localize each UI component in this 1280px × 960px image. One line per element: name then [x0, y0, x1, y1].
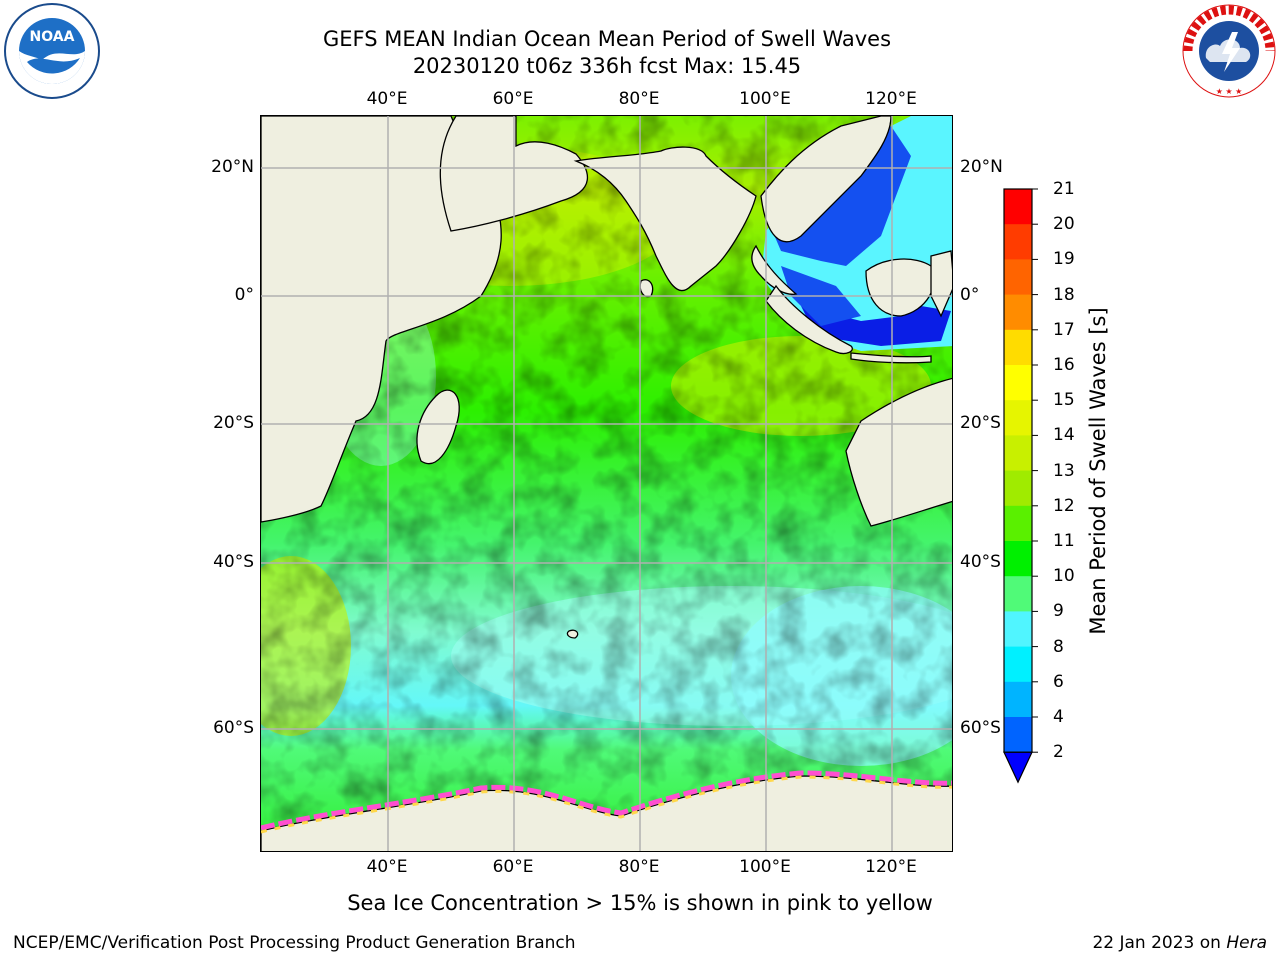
colorbar-title: Mean Period of Swell Waves [s]	[1086, 307, 1110, 635]
lon-tick-bottom: 120°E	[865, 857, 917, 877]
colorbar-segment	[1004, 400, 1032, 436]
lon-tick-top: 100°E	[739, 89, 791, 109]
colorbar-segment	[1004, 329, 1032, 366]
lat-tick-left: 0°	[234, 285, 254, 305]
colorbar-segment	[1004, 717, 1032, 753]
footer-date-text: 22 Jan 2023 on	[1092, 933, 1227, 953]
colorbar-tick-label: 8	[1053, 636, 1064, 657]
colorbar-segment	[1004, 576, 1032, 612]
nws-logo-icon: ★ ★ ★	[1182, 4, 1276, 98]
chart-subtitle: 20230120 t06z 336h fcst Max: 15.45	[412, 54, 802, 78]
colorbar-tick-label: 17	[1053, 319, 1075, 340]
lon-tick-bottom: 40°E	[366, 857, 408, 877]
lat-tick-right: 60°S	[960, 718, 1001, 738]
svg-text:★ ★ ★: ★ ★ ★	[1216, 87, 1243, 96]
colorbar-segment	[1004, 470, 1032, 507]
colorbar-segment	[1004, 681, 1032, 718]
colorbar-segment	[1004, 224, 1032, 260]
colorbar-segment	[1004, 611, 1032, 648]
colorbar-tick-label: 2	[1053, 742, 1064, 763]
lat-tick-right: 20°S	[960, 413, 1001, 433]
colorbar-tick-label: 21	[1053, 179, 1075, 199]
colorbar-segment	[1004, 189, 1032, 225]
colorbar-tick-label: 18	[1053, 284, 1075, 305]
lon-tick-bottom: 100°E	[739, 857, 791, 877]
lat-tick-right: 0°	[960, 285, 980, 305]
colorbar-segment	[1004, 505, 1032, 542]
chart-title: GEFS MEAN Indian Ocean Mean Period of Sw…	[322, 27, 892, 51]
colorbar-tick-label: 14	[1053, 425, 1075, 446]
map-canvas	[261, 116, 952, 851]
colorbar-tick-label: 19	[1053, 249, 1075, 270]
lat-tick-left: 40°S	[213, 552, 254, 572]
sea-ice-note: Sea Ice Concentration > 15% is shown in …	[347, 891, 933, 915]
colorbar-tick-label: 9	[1053, 601, 1064, 622]
colorbar-tick-label: 4	[1053, 707, 1064, 727]
footer-machine: Hera	[1226, 933, 1267, 953]
noaa-logo-text: NOAA	[30, 29, 75, 45]
lat-tick-left: 20°N	[211, 157, 254, 177]
lon-tick-top: 80°E	[618, 89, 660, 109]
colorbar-tick-label: 11	[1053, 531, 1075, 551]
colorbar-tick-label: 15	[1053, 390, 1075, 411]
colorbar-tick-label: 6	[1053, 671, 1064, 692]
colorbar-tick-label: 16	[1053, 355, 1075, 375]
footer-date: 22 Jan 2023 on Hera	[1092, 933, 1267, 953]
lon-tick-top: 40°E	[366, 89, 408, 109]
colorbar-segment	[1004, 365, 1032, 401]
colorbar-segment	[1004, 646, 1032, 683]
swell-period-map	[260, 115, 953, 852]
lon-tick-top: 120°E	[865, 89, 917, 109]
lat-tick-left: 60°S	[213, 718, 254, 738]
footer-credit: NCEP/EMC/Verification Post Processing Pr…	[13, 933, 576, 953]
colorbar-segment	[1004, 294, 1032, 331]
lat-tick-right: 20°N	[960, 157, 1003, 177]
colorbar-tick-label: 13	[1053, 460, 1075, 481]
colorbar-tick-label: 10	[1053, 566, 1075, 587]
colorbar-tick-label: 12	[1053, 495, 1075, 516]
lat-tick-right: 40°S	[960, 552, 1001, 572]
colorbar-segment	[1004, 259, 1032, 296]
colorbar-segment	[1004, 541, 1032, 577]
colorbar-segment	[1004, 435, 1032, 472]
colorbar-tick-label: 20	[1053, 214, 1075, 235]
noaa-logo-icon: NOAA	[4, 3, 100, 99]
colorbar-extend-arrow	[1003, 751, 1033, 784]
lon-tick-bottom: 60°E	[492, 857, 534, 877]
lon-tick-bottom: 80°E	[618, 857, 660, 877]
lon-tick-top: 60°E	[492, 89, 534, 109]
colorbar	[1003, 188, 1038, 784]
lat-tick-left: 20°S	[213, 413, 254, 433]
